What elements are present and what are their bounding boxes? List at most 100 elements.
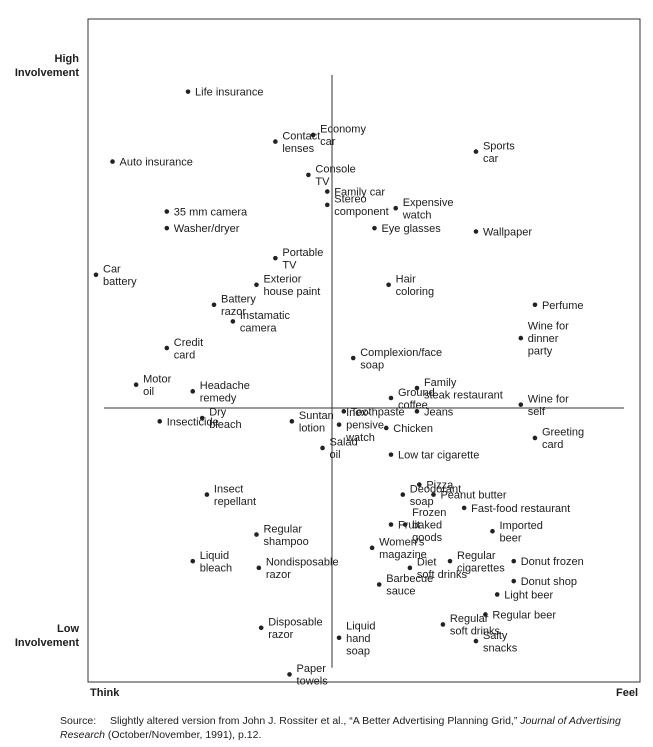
point-label: Disposable — [268, 617, 322, 629]
point-label: watch — [345, 432, 375, 444]
point-marker — [199, 415, 205, 421]
point-marker — [256, 565, 262, 571]
point-40: Peanut butter — [431, 490, 507, 502]
point-marker — [341, 409, 347, 414]
point-label: soft drinks — [450, 626, 501, 638]
point-marker — [383, 425, 389, 431]
point-label: hand — [346, 633, 370, 645]
point-marker — [376, 582, 382, 587]
point-label: remedy — [200, 393, 237, 405]
point-label: bleach — [209, 419, 241, 431]
point-label: Auto insurance — [120, 157, 193, 169]
point-marker — [350, 355, 356, 361]
point-marker — [402, 522, 408, 527]
point-marker — [190, 558, 196, 564]
point-marker — [388, 395, 394, 401]
point-label: Wallpaper — [483, 227, 532, 239]
point-label: card — [542, 439, 563, 451]
point-label: Motor — [143, 373, 171, 385]
point-label: Wine for — [528, 393, 569, 405]
point-marker — [490, 528, 495, 534]
point-49: Donut frozen — [511, 556, 584, 568]
point-label: magazine — [379, 549, 427, 561]
point-0: Life insurance — [185, 87, 264, 99]
point-marker — [204, 492, 210, 497]
point-30: Insecticide — [157, 416, 219, 428]
point-label: Liquid — [200, 550, 229, 562]
point-label: dinner — [528, 333, 559, 345]
point-label: bleach — [200, 562, 232, 574]
point-marker — [190, 389, 196, 394]
point-marker — [164, 345, 170, 351]
point-label: sauce — [386, 586, 415, 598]
point-label: Chicken — [393, 423, 433, 435]
point-marker — [386, 282, 391, 288]
point-label: Wine for — [528, 321, 569, 333]
point-marker — [157, 419, 163, 424]
source-journal: Journal of Advertising Research — [60, 715, 621, 741]
point-marker — [93, 272, 99, 278]
point-label: Low tar cigarette — [398, 450, 479, 462]
point-56: Regular beer — [483, 609, 556, 621]
point-label: goods — [412, 532, 442, 544]
point-label: razor — [268, 629, 293, 641]
point-label: Suntan — [299, 410, 334, 422]
point-label: lotion — [299, 423, 325, 435]
point-marker — [461, 505, 467, 511]
point-label: Imported — [499, 520, 542, 532]
point-label: Eye glasses — [381, 223, 441, 235]
point-label: Regular — [450, 613, 489, 625]
source-text-after: (October/November, 1991), p.12. — [104, 729, 262, 741]
point-marker — [336, 635, 342, 641]
point-label: Salad — [330, 437, 358, 449]
point-marker — [289, 419, 295, 424]
point-label: watch — [402, 209, 432, 221]
point-marker — [310, 132, 316, 138]
point-label: Car — [103, 264, 121, 276]
point-label: Inex- — [346, 407, 371, 419]
point-6: Family car — [324, 187, 385, 199]
y-axis-top-label-line: High — [54, 53, 79, 65]
point-label: repellant — [214, 496, 256, 508]
point-label: Toothpaste — [351, 406, 405, 418]
point-label: Donut shop — [521, 576, 577, 588]
point-marker — [393, 205, 399, 211]
point-label: Greeting — [542, 427, 584, 439]
source-lead: Source: — [60, 715, 97, 727]
point-label: component — [334, 206, 388, 218]
point-label: Frozen — [412, 507, 446, 519]
point-label: Battery — [221, 294, 256, 306]
point-label: Exterior — [263, 274, 301, 286]
point-label: Salty — [483, 630, 508, 642]
point-label: coffee — [398, 399, 428, 411]
point-label: battery — [103, 276, 137, 288]
point-marker — [372, 225, 377, 231]
point-label: Washer/dryer — [174, 223, 240, 235]
y-axis-top-label: High Involvement — [15, 52, 79, 80]
point-label: Donut frozen — [521, 556, 584, 568]
point-marker — [447, 558, 453, 564]
point-label: Barbecue — [386, 573, 433, 585]
point-label: soft drinks — [417, 569, 468, 581]
point-marker — [440, 622, 446, 627]
